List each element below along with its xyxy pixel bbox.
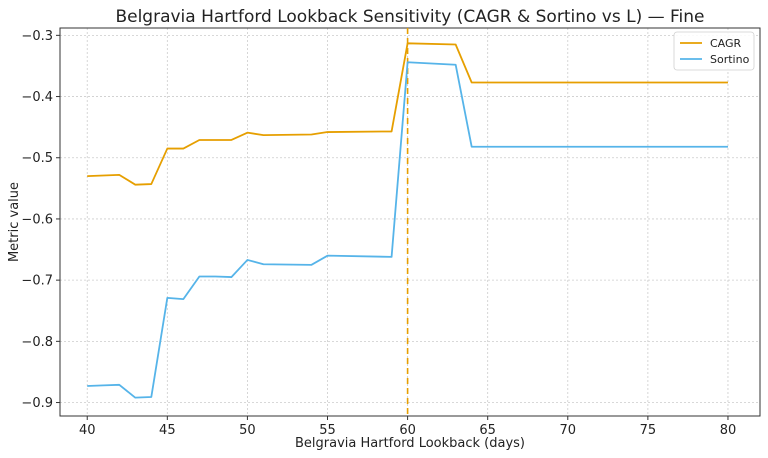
legend-label-cagr: CAGR [710,37,742,50]
x-tick-label: 55 [319,423,336,438]
x-tick-label: 50 [239,423,256,438]
y-tick-label: −0.9 [21,396,53,411]
series-line-sortino [87,61,728,399]
x-tick-label: 80 [720,423,737,438]
y-tick-label: −0.8 [21,335,53,350]
y-tick-label: −0.3 [21,29,53,44]
legend-box [673,31,755,71]
legend: CAGR Sortino [673,31,755,71]
x-tick-label: 75 [640,423,657,438]
x-tick-label: 60 [399,423,416,438]
x-tick-label: 65 [479,423,496,438]
series-line-cagr [87,42,728,186]
x-tick-label: 40 [79,423,96,438]
x-tick-label: 45 [159,423,176,438]
plot-area [59,27,761,417]
legend-label-sortino: Sortino [710,53,750,66]
y-axis-label: Metric value [7,182,22,262]
y-tick-label: −0.6 [21,212,53,227]
series-group [87,42,728,399]
y-tick-label: −0.7 [21,274,53,289]
x-tick-label: 70 [560,423,577,438]
chart-title: Belgravia Hartford Lookback Sensitivity … [115,7,704,27]
grid [60,28,760,416]
y-tick-label: −0.5 [21,151,53,166]
y-tick-label: −0.4 [21,90,53,105]
axis-ticks: 40 45 50 55 60 65 70 75 80 −0.9 −0.8 −0.7 −0.6 −0.5 −0… [21,29,736,438]
x-axis-label: Belgravia Hartford Lookback (days) [295,436,525,451]
